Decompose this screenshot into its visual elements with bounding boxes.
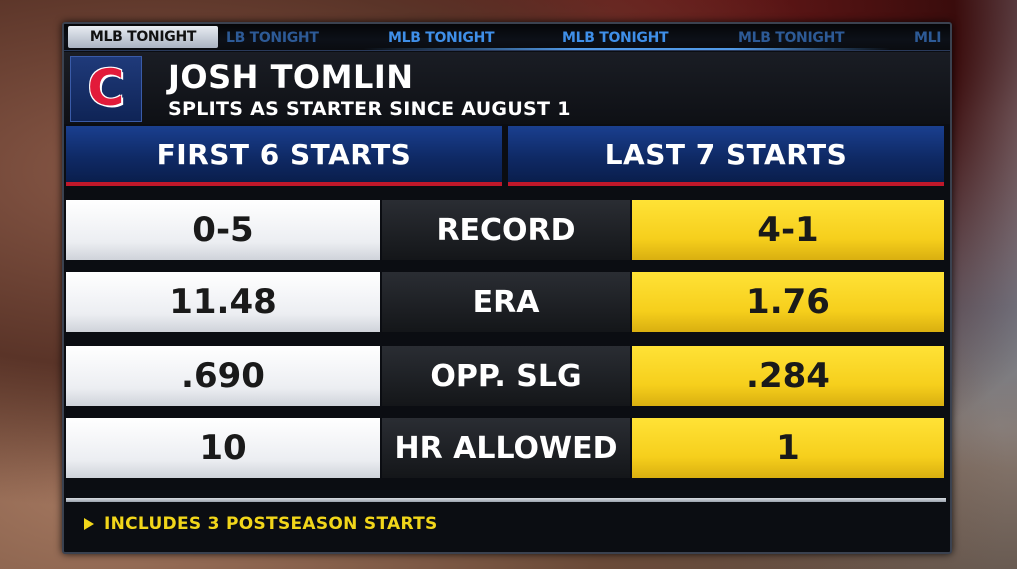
triangle-right-icon [84,518,94,530]
stat-row-hr-allowed: 10 HR ALLOWED 1 [66,418,946,478]
stats-subtitle: SPLITS AS STARTER SINCE AUGUST 1 [168,98,571,120]
footer-divider [66,498,946,502]
stat-value-first: 11.48 [66,272,380,332]
stat-row-opp-slg: .690 OPP. SLG .284 [66,346,946,406]
column-headers: FIRST 6 STARTS LAST 7 STARTS [66,126,946,186]
stat-value-last: 1.76 [632,272,944,332]
column-header-first-starts: FIRST 6 STARTS [66,126,502,186]
stat-value-last: 1 [632,418,944,478]
ticker-item: MLB TONIGHT [562,30,669,46]
player-name: JOSH TOMLIN [168,58,414,96]
ticker-item: MLI [914,30,942,46]
stat-label: ERA [382,272,630,332]
ticker-item: LB TONIGHT [226,30,319,46]
stat-value-first: 0-5 [66,200,380,260]
ticker-active-label: MLB TONIGHT [68,26,218,48]
column-header-last-starts: LAST 7 STARTS [508,126,944,186]
ticker-glow [364,48,890,50]
stat-label: OPP. SLG [382,346,630,406]
footnote-text: INCLUDES 3 POSTSEASON STARTS [104,514,438,534]
stats-panel: MLB TONIGHT LB TONIGHT MLB TONIGHT MLB T… [62,22,952,554]
footnote: INCLUDES 3 POSTSEASON STARTS [84,514,438,534]
stat-row-era: 11.48 ERA 1.76 [66,272,946,332]
team-logo-letter: C [87,59,125,117]
stat-value-last: 4-1 [632,200,944,260]
stat-value-first: .690 [66,346,380,406]
stat-row-record: 0-5 RECORD 4-1 [66,200,946,260]
team-logo: C [70,56,142,122]
stat-value-first: 10 [66,418,380,478]
ticker-item: MLB TONIGHT [388,30,495,46]
stat-label: RECORD [382,200,630,260]
ticker-item: MLB TONIGHT [738,30,845,46]
stat-label: HR ALLOWED [382,418,630,478]
stat-value-last: .284 [632,346,944,406]
show-ticker: MLB TONIGHT LB TONIGHT MLB TONIGHT MLB T… [64,24,950,51]
player-header: C JOSH TOMLIN SPLITS AS STARTER SINCE AU… [64,52,950,124]
